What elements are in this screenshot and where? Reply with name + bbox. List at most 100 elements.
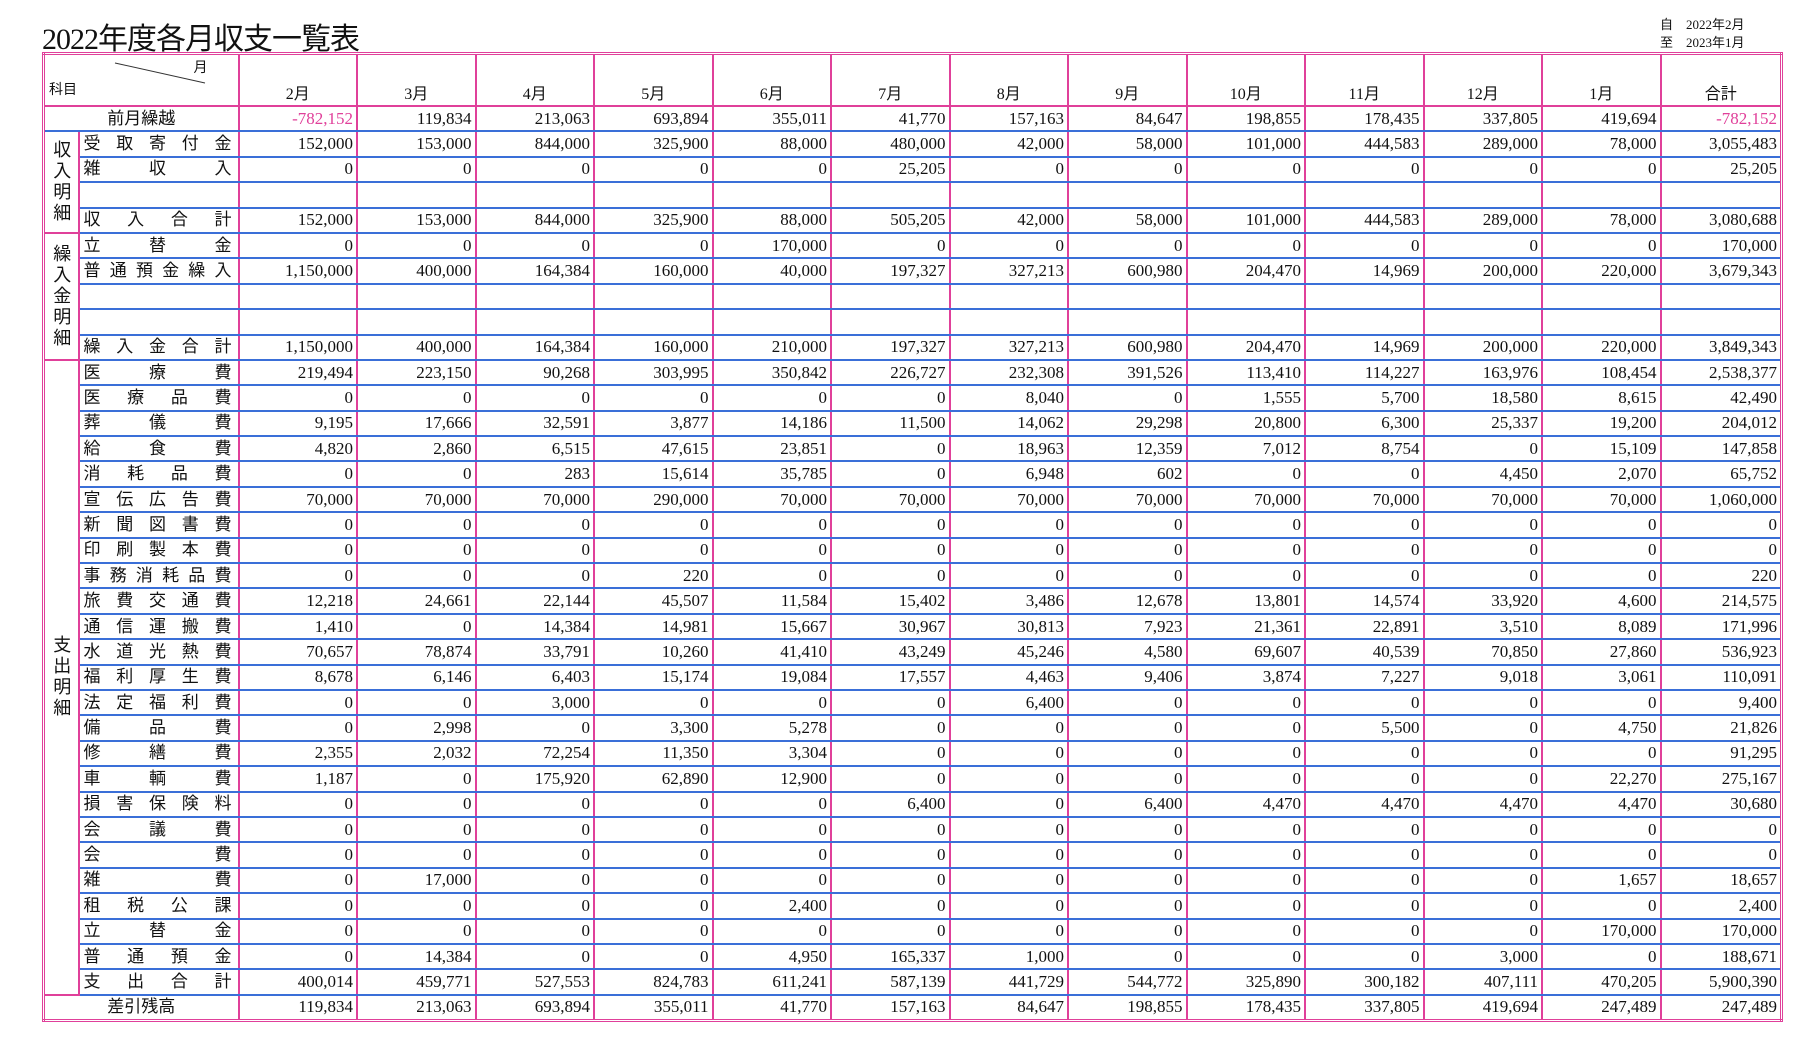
value-cell: 600,980 [1067, 258, 1188, 285]
row: 通信運搬費 1,410 0 14,384 14,981 15,667 30,967 30,81… [44, 613, 1783, 641]
value-cell: 20,800 [1185, 410, 1306, 438]
value-cell: 220,000 [1541, 258, 1662, 285]
value-cell: 0 [593, 537, 714, 565]
row-label [77, 182, 240, 209]
value-cell: 0 [474, 512, 595, 539]
value-cell: 3,055,483 [1659, 131, 1783, 158]
value-cell: 12,678 [1067, 588, 1188, 615]
value-cell: 0 [1067, 512, 1188, 539]
value-cell: 0 [1067, 232, 1188, 260]
value-cell: 0 [1304, 461, 1425, 488]
value-cell: 3,000 [1422, 943, 1543, 971]
value-cell: 1,060,000 [1659, 486, 1783, 514]
value-cell: 0 [1304, 893, 1425, 920]
value-cell: 11,350 [593, 740, 714, 768]
value-cell: 0 [237, 232, 358, 260]
value-cell: 0 [1067, 918, 1188, 945]
value-cell: 0 [356, 893, 477, 920]
value-cell: 0 [1541, 689, 1662, 717]
value-cell: 119,834 [237, 994, 358, 1022]
value-cell [474, 182, 595, 209]
value-cell: 110,091 [1659, 664, 1783, 691]
value-cell: 3,679,343 [1659, 258, 1783, 285]
value-cell: 8,089 [1541, 613, 1662, 641]
value-cell: 6,400 [948, 689, 1069, 717]
row: 支出明細 医療費 219,494 223,150 90,268 303,995 350,84… [42, 359, 1783, 996]
value-cell: 0 [474, 918, 595, 945]
value-cell: 0 [1304, 537, 1425, 565]
value-cell: 1,150,000 [237, 258, 358, 285]
value-cell: 325,900 [593, 207, 714, 234]
value-cell: 0 [1422, 563, 1543, 590]
row: 収入明細 受取寄付金 152,000 153,000 844,000 325,900 88,… [42, 131, 1783, 234]
value-cell: 0 [1541, 893, 1662, 920]
value-cell: 0 [830, 893, 951, 920]
value-cell: 4,600 [1541, 588, 1662, 615]
row: 差引残高 119,834 213,063 693,894 355,011 41,770 15… [42, 994, 1783, 1022]
value-cell: 70,850 [1422, 639, 1543, 666]
value-cell: 355,011 [711, 106, 832, 133]
value-cell: 337,805 [1304, 994, 1425, 1022]
value-cell: 0 [237, 715, 358, 742]
value-cell: 0 [593, 816, 714, 844]
value-cell: 0 [356, 791, 477, 818]
value-cell: 2,070 [1541, 461, 1662, 488]
value-cell: 275,167 [1659, 766, 1783, 793]
row: 繰入金明細 立替金 0 0 0 0 170,000 0 0 0 0 0 0 0 170,000 [42, 232, 1783, 361]
row: 医療品費 0 0 0 0 0 0 8,040 0 1,555 5,700 18,580 8,615 42,… [44, 385, 1783, 412]
value-cell: 0 [1659, 512, 1783, 539]
value-cell: 6,948 [948, 461, 1069, 488]
value-cell: 0 [1304, 232, 1425, 260]
value-cell: 0 [356, 512, 477, 539]
value-cell: 470,205 [1541, 969, 1662, 996]
value-cell: 90,268 [474, 359, 595, 387]
row-label: 雑費 [77, 867, 240, 895]
value-cell: 400,014 [237, 969, 358, 996]
label: 自 [1660, 17, 1674, 32]
value-cell: 0 [1185, 512, 1306, 539]
value-cell: 70,000 [1185, 486, 1306, 514]
value-cell: 220,000 [1541, 334, 1662, 361]
value-cell: 0 [1541, 563, 1662, 590]
value-cell: 30,967 [830, 613, 951, 641]
value-cell: 188,671 [1659, 943, 1783, 971]
value-cell: 0 [948, 766, 1069, 793]
value-cell: 0 [711, 689, 832, 717]
value-cell: 693,894 [593, 106, 714, 133]
section-label: 繰入金明細 [42, 232, 80, 361]
value-cell: 0 [1422, 689, 1543, 717]
value-cell: 0 [1541, 943, 1662, 971]
value-cell: 0 [1422, 842, 1543, 869]
value-cell: 0 [711, 512, 832, 539]
value-cell: 5,900,390 [1659, 969, 1783, 996]
value-cell: 536,923 [1659, 639, 1783, 666]
value-cell: 27,860 [1541, 639, 1662, 666]
value-cell: 0 [1304, 842, 1425, 869]
value-cell: 0 [1541, 537, 1662, 565]
value-cell: 0 [1304, 156, 1425, 184]
value-cell: 4,820 [237, 436, 358, 463]
value-cell: 12,359 [1067, 436, 1188, 463]
value-cell [1422, 309, 1543, 336]
row: 会費 0 0 0 0 0 0 0 0 0 0 0 0 0 [44, 842, 1783, 869]
value-cell: 15,109 [1541, 436, 1662, 463]
row: 繰入金合計 1,150,000 400,000 164,384 160,000 210,0… [44, 334, 1783, 361]
value-cell: 337,805 [1422, 106, 1543, 133]
value-cell: 3,300 [593, 715, 714, 742]
value-cell: 223,150 [356, 359, 477, 387]
value-cell: 70,000 [474, 486, 595, 514]
value-cell: 303,995 [593, 359, 714, 387]
value-cell: 544,772 [1067, 969, 1188, 996]
row: 備品費 0 2,998 0 3,300 5,278 0 0 0 0 5,500 0 4,750 21,82… [44, 715, 1783, 742]
value-cell: 0 [830, 512, 951, 539]
value-cell: 4,450 [1422, 461, 1543, 488]
value-cell: 21,826 [1659, 715, 1783, 742]
value-cell: 7,227 [1304, 664, 1425, 691]
row-label: 受取寄付金 [77, 131, 240, 158]
value-cell: 10,260 [593, 639, 714, 666]
value-cell: 8,754 [1304, 436, 1425, 463]
value-cell: 70,000 [1304, 486, 1425, 514]
value-cell [356, 309, 477, 336]
value-cell: 70,000 [948, 486, 1069, 514]
value-cell: 14,384 [474, 613, 595, 641]
